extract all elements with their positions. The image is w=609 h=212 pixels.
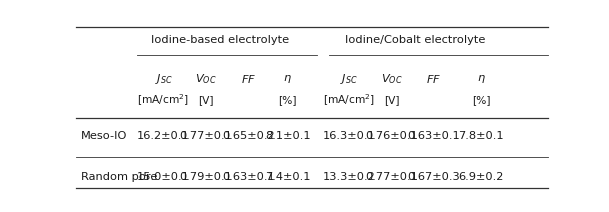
Text: [%]: [%] — [472, 96, 490, 106]
Text: 0.76±0.1: 0.76±0.1 — [365, 131, 418, 141]
Text: 8.1±0.1: 8.1±0.1 — [265, 131, 311, 141]
Text: $\mathit{FF}$: $\mathit{FF}$ — [241, 73, 256, 85]
Text: $J_{SC}$: $J_{SC}$ — [155, 72, 172, 86]
Text: Iodine/Cobalt electrolyte: Iodine/Cobalt electrolyte — [345, 35, 485, 45]
Text: 16.3±0.1: 16.3±0.1 — [323, 131, 375, 141]
Text: 16.2±0.1: 16.2±0.1 — [137, 131, 190, 141]
Text: $\mathit{FF}$: $\mathit{FF}$ — [426, 73, 442, 85]
Text: [V]: [V] — [384, 96, 399, 106]
Text: 0.65±0.2: 0.65±0.2 — [222, 131, 275, 141]
Text: 13.3±0.2: 13.3±0.2 — [323, 172, 375, 182]
Text: 0.63±0.1: 0.63±0.1 — [222, 172, 275, 182]
Text: $\eta$: $\eta$ — [283, 73, 292, 85]
Text: $\eta$: $\eta$ — [477, 73, 485, 85]
Text: 0.77±0.1: 0.77±0.1 — [365, 172, 418, 182]
Text: Meso-IO: Meso-IO — [81, 131, 127, 141]
Text: 7.8±0.1: 7.8±0.1 — [458, 131, 504, 141]
Text: 0.79±0.1: 0.79±0.1 — [180, 172, 233, 182]
Text: [mA/cm$^2$]: [mA/cm$^2$] — [323, 93, 375, 108]
Text: [mA/cm$^2$]: [mA/cm$^2$] — [138, 93, 189, 108]
Text: Random pore: Random pore — [81, 172, 157, 182]
Text: 6.9±0.2: 6.9±0.2 — [459, 172, 504, 182]
Text: Iodine-based electrolyte: Iodine-based electrolyte — [151, 35, 289, 45]
Text: $V_{OC}$: $V_{OC}$ — [195, 73, 217, 86]
Text: $J_{SC}$: $J_{SC}$ — [340, 72, 358, 86]
Text: 7.4±0.1: 7.4±0.1 — [265, 172, 311, 182]
Text: 0.67±0.3: 0.67±0.3 — [407, 172, 460, 182]
Text: $V_{OC}$: $V_{OC}$ — [381, 73, 402, 86]
Text: [V]: [V] — [198, 96, 214, 106]
Text: 0.63±0.1: 0.63±0.1 — [407, 131, 460, 141]
Text: [%]: [%] — [278, 96, 297, 106]
Text: 0.77±0.1: 0.77±0.1 — [180, 131, 233, 141]
Text: 15.0±0.1: 15.0±0.1 — [137, 172, 190, 182]
